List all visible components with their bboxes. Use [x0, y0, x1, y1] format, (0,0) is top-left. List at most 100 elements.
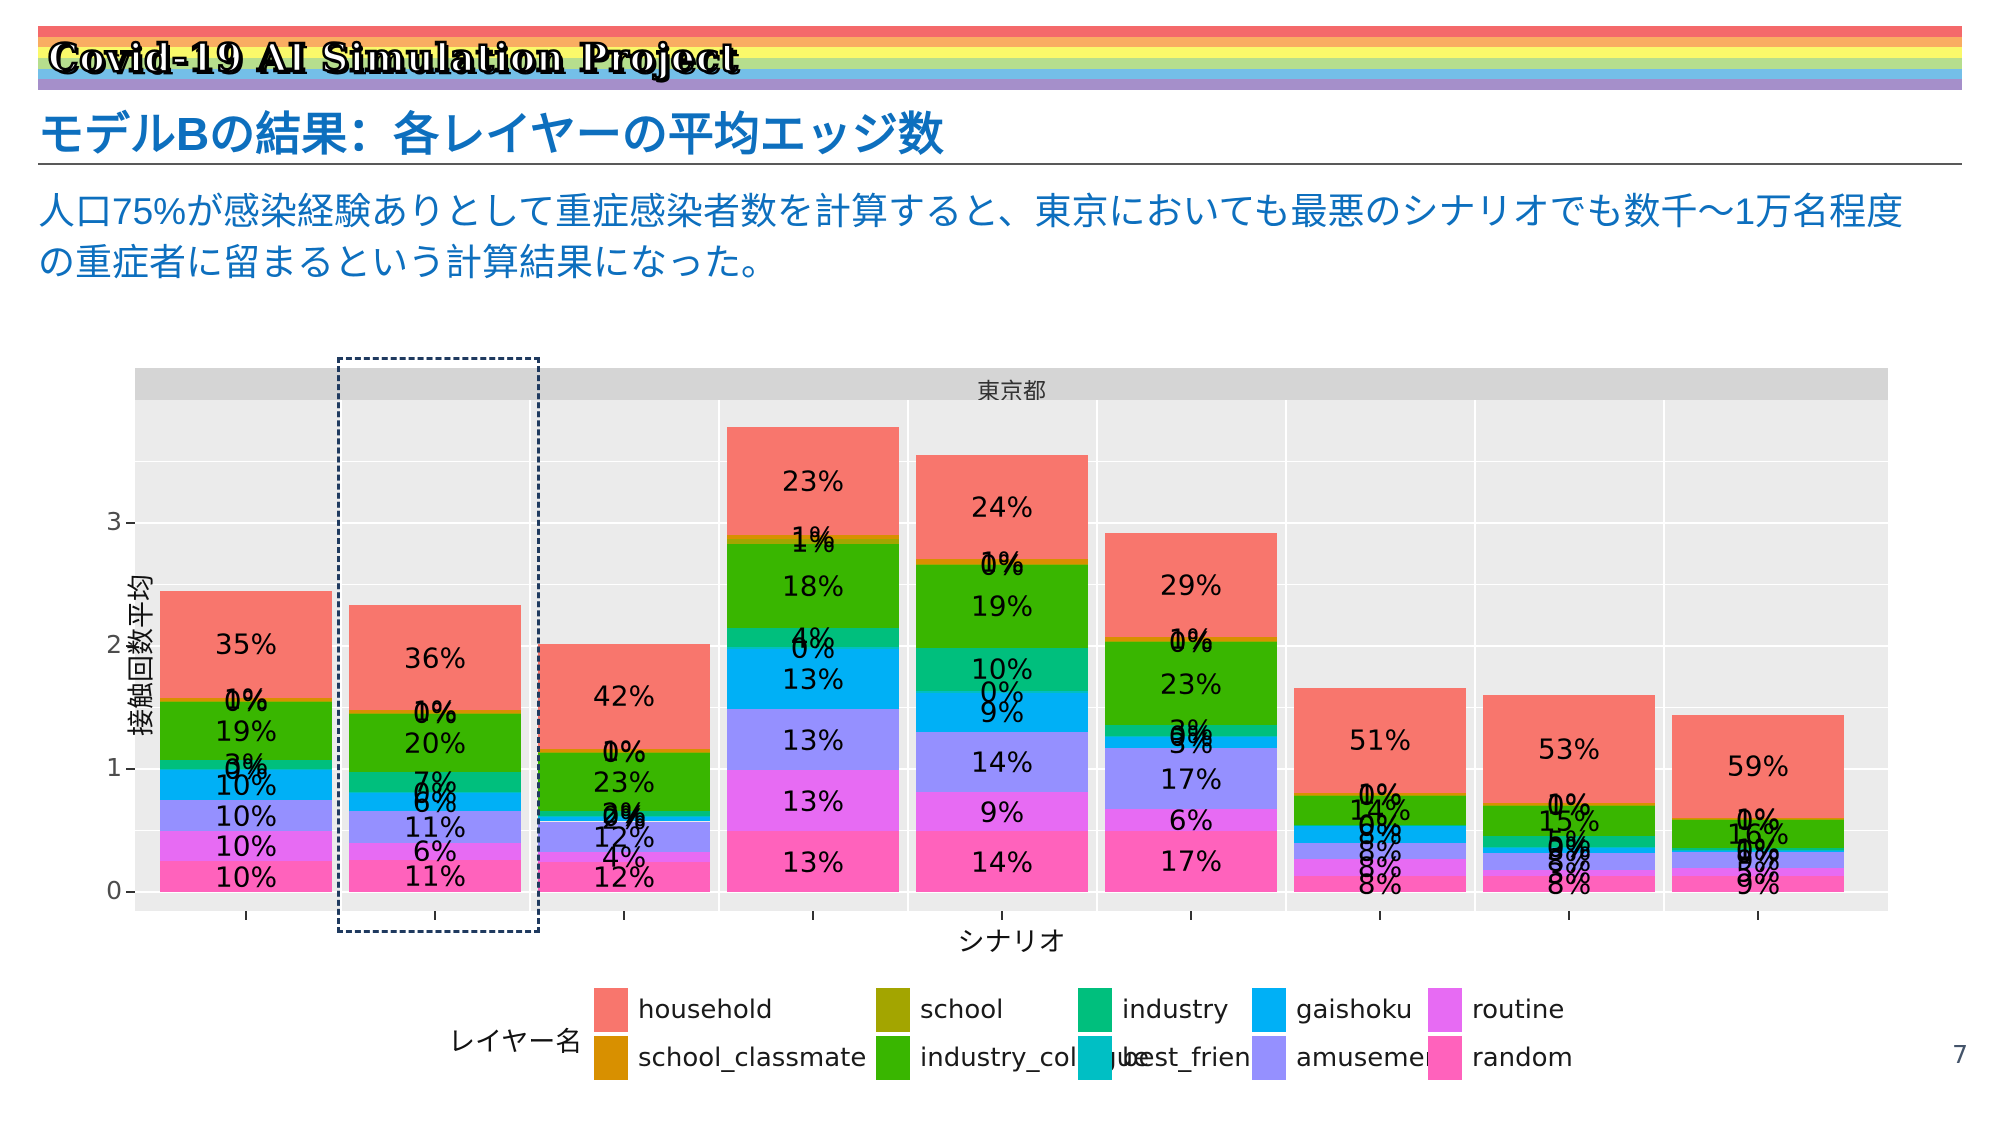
bar4-segment-gaishoku	[727, 648, 899, 710]
legend-label-routine: routine	[1472, 995, 1565, 1025]
scenario-highlight-box	[337, 357, 540, 933]
bar6-segment-school	[1105, 640, 1277, 643]
bar5-segment-amusement	[916, 731, 1088, 793]
bar8-segment-random	[1483, 875, 1655, 892]
rainbow-banner: Covid-19 AI Simulation Project	[38, 26, 1962, 90]
bar4-segment-best_friend	[727, 647, 899, 649]
bar9-segment-gaishoku	[1672, 850, 1844, 852]
v-gridline	[1473, 400, 1476, 911]
bar3-segment-routine	[538, 851, 710, 862]
body-line-1: 人口75%が感染経験ありとして重症感染者数を計算すると、東京においても最悪のシナ…	[38, 191, 1904, 232]
y-axis-title: 接触回数平均	[126, 574, 158, 736]
bar1-segment-routine	[160, 830, 332, 862]
bar7-segment-industry_collegue	[1294, 795, 1466, 825]
bar5-segment-school_classmate	[916, 559, 1088, 564]
legend-label-random: random	[1472, 1043, 1573, 1073]
v-gridline	[1284, 400, 1287, 911]
x-tick	[245, 911, 247, 920]
bar7-segment-routine	[1294, 859, 1466, 876]
bar7-segment-best_friend	[1294, 825, 1466, 827]
bar8-segment-routine	[1483, 869, 1655, 876]
bar9-segment-random	[1672, 876, 1844, 892]
bar5-segment-random	[916, 831, 1088, 892]
bar5-segment-household	[916, 455, 1088, 560]
v-gridline	[906, 400, 909, 911]
legend-label-best_friend: best_friend	[1122, 1043, 1268, 1073]
project-logo-text: Covid-19 AI Simulation Project	[47, 34, 739, 82]
bar8-segment-household	[1483, 695, 1655, 804]
y-tick-label: 2	[106, 630, 122, 659]
legend-swatch-school	[876, 988, 910, 1032]
bar6-segment-industry	[1105, 725, 1277, 736]
bar3-segment-industry	[538, 810, 710, 816]
bar3-segment-best_friend	[538, 815, 710, 817]
legend-swatch-amusement	[1252, 1036, 1286, 1080]
banner-stripe-6	[38, 79, 1962, 90]
y-tick	[126, 522, 135, 524]
y-tick-label: 0	[106, 876, 122, 905]
bar4-segment-school_classmate	[727, 534, 899, 540]
bar1-segment-industry	[160, 759, 332, 769]
bar6-segment-best_friend	[1105, 735, 1277, 738]
x-tick	[1190, 911, 1192, 920]
bar8-segment-school	[1483, 805, 1655, 806]
bar5-segment-industry_collegue	[916, 565, 1088, 648]
bar7-segment-household	[1294, 687, 1466, 793]
bar8-segment-best_friend	[1483, 846, 1655, 848]
v-gridline	[339, 400, 342, 911]
banner-stripe-5	[38, 68, 1962, 80]
bar4-segment-random	[727, 831, 899, 892]
bar9-segment-school_classmate	[1672, 817, 1844, 820]
bar5-segment-industry	[916, 647, 1088, 692]
bar4-segment-school	[727, 539, 899, 545]
bar2-segment-school	[349, 712, 521, 714]
bar4-segment-industry_collegue	[727, 544, 899, 629]
bar8-segment-gaishoku	[1483, 847, 1655, 854]
bar1-segment-gaishoku	[160, 769, 332, 801]
h-gridline-major-0	[135, 891, 1888, 893]
legend-swatch-school_classmate	[594, 1036, 628, 1080]
y-tick	[126, 645, 135, 647]
bar4-segment-industry	[727, 628, 899, 647]
bar4-segment-routine	[727, 770, 899, 832]
x-tick	[1757, 911, 1759, 920]
bar9-segment-household	[1672, 714, 1844, 818]
legend-label-amusement: amusement	[1296, 1043, 1452, 1073]
x-tick	[623, 911, 625, 920]
legend-label-gaishoku: gaishoku	[1296, 995, 1413, 1025]
legend-swatch-household	[594, 988, 628, 1032]
bar2-segment-amusement	[349, 810, 521, 843]
bar6-segment-gaishoku	[1105, 737, 1277, 748]
bar2-segment-industry_collegue	[349, 713, 521, 772]
bar6-segment-school_classmate	[1105, 637, 1277, 641]
x-tick	[1379, 911, 1381, 920]
bar3-segment-school	[538, 751, 710, 753]
bar3-segment-school_classmate	[538, 749, 710, 752]
bar6-segment-industry_collegue	[1105, 642, 1277, 726]
bar2-segment-random	[349, 860, 521, 892]
bar1-segment-industry_collegue	[160, 701, 332, 760]
page-number: 7	[1952, 1040, 1968, 1069]
legend-swatch-random	[1428, 1036, 1462, 1080]
legend-label-school: school	[920, 995, 1004, 1025]
bar5-segment-school	[916, 563, 1088, 566]
bar4-segment-amusement	[727, 709, 899, 771]
y-tick	[126, 891, 135, 893]
bar8-segment-industry_collegue	[1483, 805, 1655, 837]
legend-swatch-best_friend	[1078, 1036, 1112, 1080]
bar8-segment-industry	[1483, 836, 1655, 847]
bar9-segment-industry_collegue	[1672, 819, 1844, 848]
legend-title: レイヤー名	[448, 1027, 583, 1058]
v-gridline	[528, 400, 531, 911]
bar2-segment-routine	[349, 842, 521, 861]
bar3-segment-industry_collegue	[538, 752, 710, 811]
bar5-segment-gaishoku	[916, 692, 1088, 732]
bar7-segment-school_classmate	[1294, 792, 1466, 795]
bar8-segment-school_classmate	[1483, 803, 1655, 806]
banner-stripe-3	[38, 47, 1962, 58]
bar1-segment-household	[160, 590, 332, 698]
bar3-segment-gaishoku	[538, 816, 710, 822]
bar2-segment-gaishoku	[349, 793, 521, 811]
bar2-segment-household	[349, 605, 521, 710]
